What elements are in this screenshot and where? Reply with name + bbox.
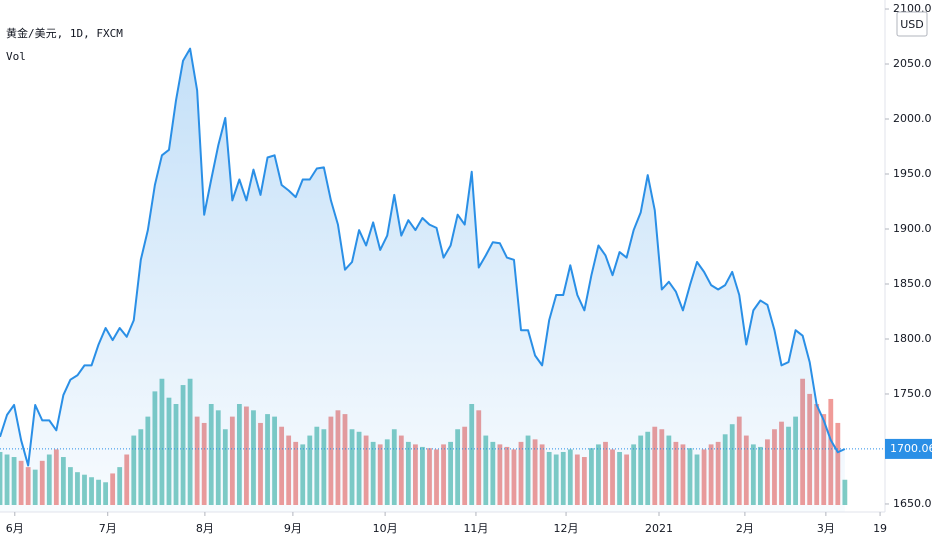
currency-box[interactable] <box>896 11 928 37</box>
x-tick-label: 6月 <box>6 522 24 535</box>
y-tick-label: 2000.00 <box>893 112 932 125</box>
x-tick-label: 7月 <box>99 522 117 535</box>
y-tick-label: 2050.00 <box>893 57 932 70</box>
price-line <box>0 47 846 467</box>
y-tick-label: 1900.00 <box>893 222 932 235</box>
x-tick-label: 10月 <box>373 522 398 535</box>
y-tick-label: 1850.00 <box>893 277 932 290</box>
x-tick-label: 2021 <box>645 522 673 535</box>
volume-title: Vol <box>6 50 26 63</box>
y-tick-label: 1800.00 <box>893 332 932 345</box>
x-tick-label: 19 <box>873 522 887 535</box>
x-tick-label: 9月 <box>284 522 302 535</box>
price-area <box>0 48 845 513</box>
currency-label: USD <box>900 18 924 31</box>
x-tick-label: 8月 <box>196 522 214 535</box>
y-tick-label: 1950.00 <box>893 167 932 180</box>
last-price-label: 1700.06 <box>890 442 932 455</box>
last-price-box <box>885 438 932 459</box>
symbol-title: 黄金/美元, 1D, FXCM <box>6 26 123 40</box>
x-tick-label: 12月 <box>554 522 579 535</box>
x-tick-label: 11月 <box>463 522 488 535</box>
x-tick-label: 2月 <box>736 522 754 535</box>
y-tick-label: 1750.00 <box>893 387 932 400</box>
price-layer <box>0 47 885 513</box>
x-tick-label: 3月 <box>817 522 835 535</box>
y-tick-label: 1650.00 <box>893 497 932 510</box>
